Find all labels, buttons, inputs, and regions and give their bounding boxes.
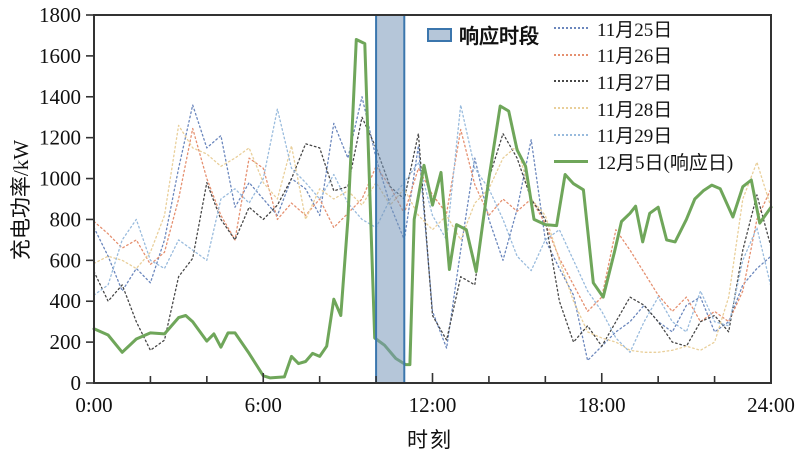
y-tick-label: 1600 [39,44,81,68]
y-axis-label: 充电功率/kW [9,139,33,261]
y-tick-label: 600 [50,248,82,272]
legend-item-response-day[interactable]: 12月5日(响应日) [554,148,733,175]
x-axis-label: 时刻 [407,428,453,452]
legend-item-day4[interactable]: 11月28日 [554,95,733,122]
series-line-5 [92,38,773,380]
line-swatch-icon [554,107,588,110]
x-tick-label: 24:00 [747,393,795,417]
series-line-3 [93,124,772,353]
response-band [375,14,406,384]
x-tick-label: 12:00 [409,393,457,417]
x-tick-label: 18:00 [578,393,626,417]
y-tick-label: 800 [50,207,82,231]
line-swatch-icon [554,80,588,83]
y-tick-label: 200 [50,330,82,354]
y-tick-label: 1200 [39,126,81,150]
y-tick-label: 400 [50,289,82,313]
response-band-swatch-icon [427,27,452,42]
line-swatch-icon [554,27,588,30]
legend-item-day5[interactable]: 11月29日 [554,121,733,148]
legend-item-day3[interactable]: 11月27日 [554,68,733,95]
legend-label-response-day: 12月5日(响应日) [597,152,734,174]
series-line-4 [93,104,772,353]
legend-label-response-band: 响应时段 [459,26,539,48]
legend-label-day2: 11月26日 [597,46,673,68]
line-swatch-icon [554,159,588,163]
series-line-2 [93,116,772,351]
y-tick-label: 0 [71,371,82,395]
line-swatch-icon [554,133,588,136]
x-tick-label: 6:00 [245,393,282,417]
chart-legend: 11月25日 11月26日 11月27日 11月28日 11月29日 12月5日… [554,15,733,175]
legend-label-day1: 11月25日 [597,19,673,41]
legend-item-response-band[interactable]: 响应时段 [427,20,539,49]
legend-item-day2[interactable]: 11月26日 [554,42,733,69]
legend-label-day3: 11月27日 [597,72,673,94]
line-swatch-icon [554,53,588,56]
y-tick-label: 1400 [39,85,81,109]
series-line-1 [93,127,772,323]
y-tick-label: 1000 [39,167,81,191]
x-tick-label: 0:00 [75,393,112,417]
legend-label-day4: 11月28日 [597,99,673,121]
legend-item-day1[interactable]: 11月25日 [554,15,733,42]
legend-label-day5: 11月29日 [597,126,673,148]
y-tick-label: 1800 [39,3,81,27]
